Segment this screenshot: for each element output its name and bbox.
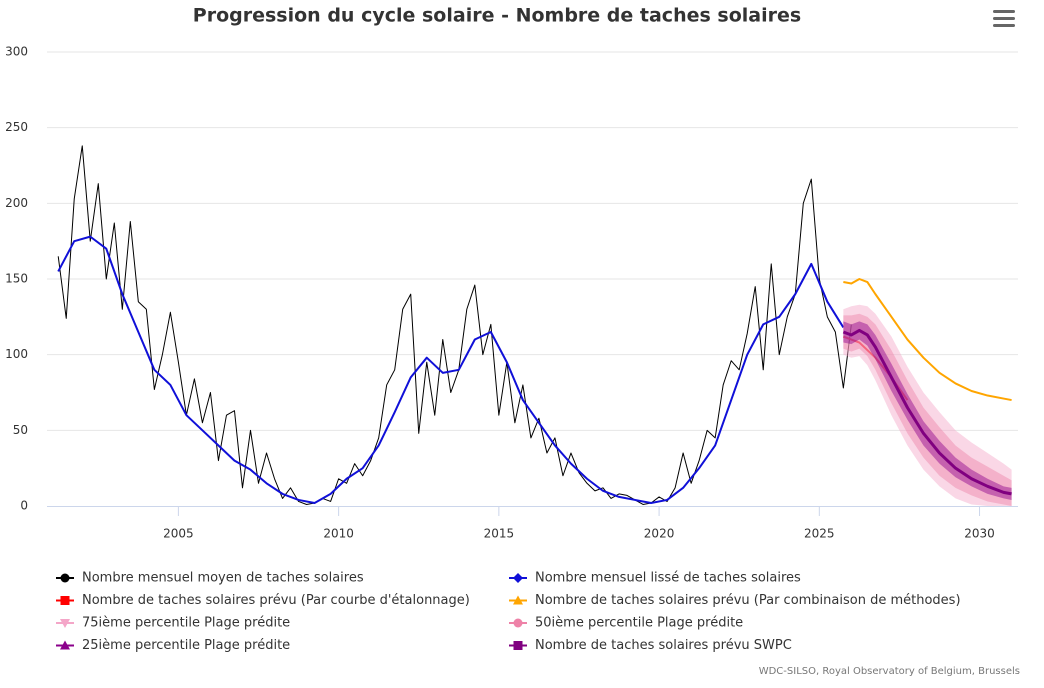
y-tick-label: 250 bbox=[5, 120, 28, 134]
x-tick-label: 2020 bbox=[644, 527, 675, 541]
y-tick-label: 0 bbox=[20, 499, 28, 513]
chart-title: Progression du cycle solaire - Nombre de… bbox=[193, 5, 801, 27]
legend-marker bbox=[513, 641, 523, 650]
legend-label[interactable]: Nombre mensuel lissé de taches solaires bbox=[535, 571, 801, 586]
legend-label[interactable]: 50ième percentile Plage prédite bbox=[535, 616, 743, 631]
legend-label[interactable]: Nombre mensuel moyen de taches solaires bbox=[82, 571, 364, 586]
x-tick-label: 2010 bbox=[323, 527, 354, 541]
menu-bar bbox=[993, 10, 1015, 13]
legend-marker bbox=[60, 596, 70, 605]
legend-label[interactable]: 25ième percentile Plage prédite bbox=[82, 638, 290, 653]
y-tick-label: 150 bbox=[5, 272, 28, 286]
menu-button[interactable] bbox=[993, 10, 1015, 27]
legend-marker bbox=[60, 640, 70, 650]
x-tick-label: 2030 bbox=[964, 527, 995, 541]
y-tick-label: 300 bbox=[5, 45, 28, 59]
x-tick-label: 2015 bbox=[484, 527, 515, 541]
x-tick-label: 2005 bbox=[163, 527, 194, 541]
legend-label[interactable]: Nombre de taches solaires prévu (Par cou… bbox=[82, 593, 470, 608]
menu-bar bbox=[993, 24, 1015, 27]
y-tick-label: 50 bbox=[13, 423, 28, 437]
range-area bbox=[843, 313, 1012, 506]
y-tick-label: 100 bbox=[5, 347, 28, 361]
x-tick-label: 2025 bbox=[804, 527, 835, 541]
credit[interactable]: WDC-SILSO, Royal Observatory of Belgium,… bbox=[759, 666, 1020, 677]
series-line bbox=[57, 235, 845, 504]
legend-marker bbox=[60, 619, 70, 628]
series-line bbox=[57, 145, 852, 505]
legend-marker bbox=[513, 618, 523, 628]
legend-label[interactable]: Nombre de taches solaires prévu SWPC bbox=[535, 638, 792, 653]
legend-label[interactable]: 75ième percentile Plage prédite bbox=[82, 616, 290, 631]
legend-marker bbox=[513, 595, 523, 605]
range-area bbox=[843, 304, 1012, 506]
series-line bbox=[842, 328, 1012, 496]
legend-label[interactable]: Nombre de taches solaires prévu (Par com… bbox=[535, 593, 961, 608]
legend-marker bbox=[60, 573, 70, 583]
series-line bbox=[843, 278, 1012, 402]
menu-bar bbox=[993, 17, 1015, 20]
legend-marker bbox=[513, 573, 523, 583]
y-tick-label: 200 bbox=[5, 196, 28, 210]
